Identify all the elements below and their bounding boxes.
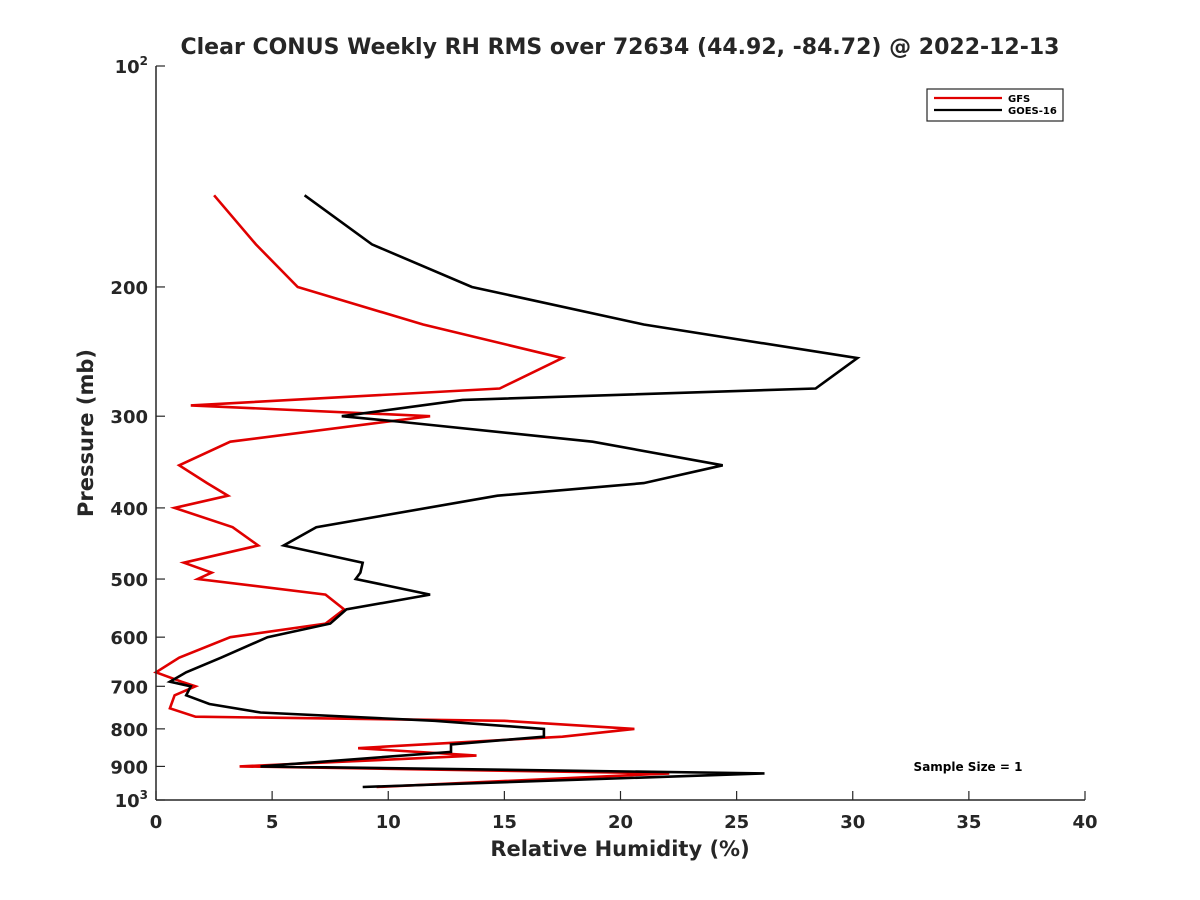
legend-label-goes16: GOES-16 [1008, 106, 1057, 117]
y-tick-label: 500 [110, 570, 148, 591]
x-tick-label: 30 [840, 812, 865, 833]
y-tick-label: 900 [110, 757, 148, 778]
x-tick-label: 0 [150, 812, 163, 833]
series-line-gfs [153, 194, 670, 789]
y-tick-base: 10 [115, 791, 140, 812]
x-tick-label: 10 [376, 812, 401, 833]
y-tick-label: 200 [110, 278, 148, 299]
x-tick-label: 5 [266, 812, 279, 833]
series-layer [153, 194, 861, 789]
y-axis-label: Pressure (mb) [74, 349, 98, 517]
x-tick-label: 25 [724, 812, 749, 833]
series-line-goes16 [166, 194, 861, 789]
y-tick-label: 300 [110, 407, 148, 428]
y-tick-label: 102 [115, 54, 148, 78]
y-tick-exponent: 2 [140, 54, 148, 68]
chart-title: Clear CONUS Weekly RH RMS over 72634 (44… [181, 35, 1060, 60]
y-tick-exponent: 3 [140, 788, 148, 802]
x-axis-label: Relative Humidity (%) [490, 837, 749, 861]
legend-label-gfs: GFS [1008, 94, 1030, 105]
x-axis-ticks: 0 5 10 15 20 25 30 35 40 [150, 791, 1098, 833]
legend: GFS GOES-16 [926, 88, 1064, 122]
y-tick-label: 600 [110, 628, 148, 649]
sample-size-annotation: Sample Size = 1 [914, 760, 1023, 774]
x-tick-label: 40 [1072, 812, 1097, 833]
y-tick-label: 103 [115, 788, 148, 812]
y-tick-base: 10 [115, 57, 140, 78]
y-tick-label: 700 [110, 677, 148, 698]
x-tick-label: 35 [956, 812, 981, 833]
y-tick-label: 800 [110, 720, 148, 741]
y-tick-label: 400 [110, 499, 148, 520]
legend-box [926, 88, 1064, 122]
x-tick-label: 15 [492, 812, 517, 833]
x-tick-label: 20 [608, 812, 633, 833]
